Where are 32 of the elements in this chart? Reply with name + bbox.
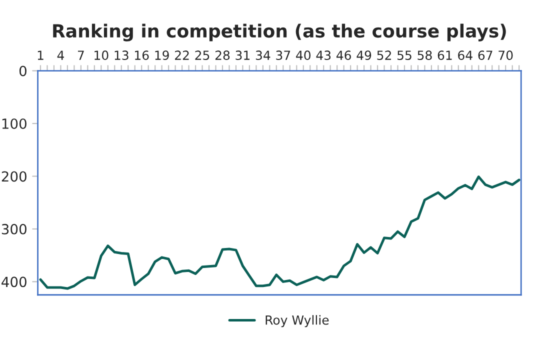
x-tick-label: 70	[498, 50, 513, 60]
x-tick-label: 7	[78, 50, 84, 60]
x-tick-label: 37	[276, 50, 290, 60]
x-tick-label: 64	[458, 50, 472, 60]
y-tick-label: 300	[2, 224, 26, 234]
x-tick-label: 16	[135, 50, 149, 60]
x-tick-label: 49	[356, 50, 372, 60]
line-series	[39, 176, 520, 290]
legend-label: Roy Wyllie	[266, 315, 329, 328]
x-tick-label: 55	[398, 50, 412, 60]
x-tick-label: 22	[175, 50, 189, 60]
x-tick-label: 28	[215, 50, 230, 60]
x-tick-label: 4	[57, 50, 64, 60]
y-tick-label: 400	[2, 276, 26, 288]
x-tick-label: 43	[316, 50, 331, 60]
x-tick-label: 13	[114, 50, 128, 60]
x-tick-label: 61	[438, 50, 452, 60]
y-tick-label: 0	[19, 66, 26, 76]
chart-title: Ranking in competition (as the course plays)	[53, 24, 506, 42]
y-tick-label: 100	[2, 118, 26, 129]
y-tick-label: 200	[2, 171, 26, 182]
x-tick-label: 40	[296, 50, 310, 60]
x-tick-label: 25	[195, 50, 210, 60]
x-tick-label: 52	[377, 50, 391, 60]
x-tick-label: 1	[38, 50, 44, 60]
x-tick-label: 10	[94, 50, 108, 60]
x-tick-label: 19	[155, 50, 169, 60]
x-tick-label: 58	[418, 50, 432, 60]
x-tick-label: 46	[336, 50, 351, 60]
x-tick-label: 31	[236, 50, 250, 60]
x-tick-label: 34	[256, 50, 270, 60]
x-tick-label: 67	[478, 50, 492, 60]
